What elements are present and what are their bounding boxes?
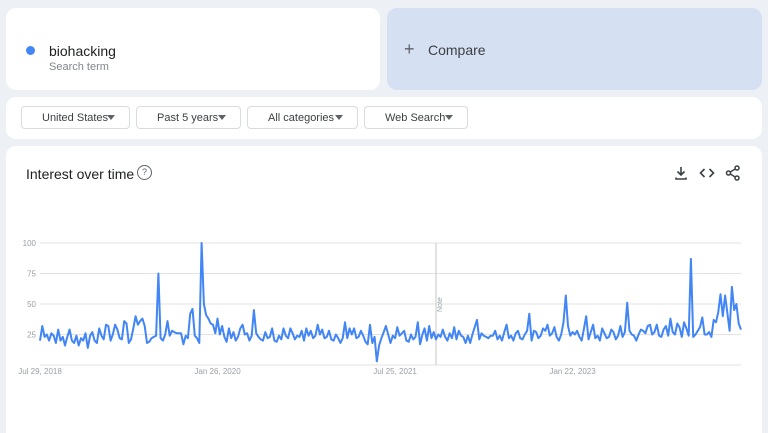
x-tick-label: Jul 25, 2021 <box>373 367 417 376</box>
search-term-card[interactable]: biohacking Search term <box>6 8 380 90</box>
series-color-dot <box>26 46 35 55</box>
caret-down-icon <box>107 115 115 120</box>
search-type-filter[interactable]: Web Search <box>364 106 468 129</box>
y-tick-label: 50 <box>27 300 36 309</box>
caret-down-icon <box>445 115 453 120</box>
plus-icon: + <box>404 39 415 59</box>
search-term-subtitle: Search term <box>49 61 109 73</box>
region-filter-label: United States <box>42 111 109 124</box>
compare-button[interactable]: + Compare <box>387 8 762 90</box>
chart-series <box>39 242 742 363</box>
share-icon[interactable] <box>724 164 742 182</box>
y-tick-label: 100 <box>23 239 37 248</box>
y-tick-label: 75 <box>27 270 36 279</box>
caret-down-icon <box>335 115 343 120</box>
help-circle-icon[interactable]: ? <box>137 165 152 180</box>
note-label: Note <box>437 297 444 312</box>
category-filter-label: All categories <box>268 111 335 124</box>
time-range-filter[interactable]: Past 5 years <box>136 106 241 129</box>
chart-labels: 25 50 75 100 Jul 29, 2018 Jan 26, 2020 Jul 25,… <box>18 239 596 376</box>
compare-label: Compare <box>428 42 486 58</box>
chart-grid <box>40 242 741 366</box>
interest-over-time-card: Interest over time ? <box>6 146 762 433</box>
time-range-filter-label: Past 5 years <box>157 111 219 124</box>
y-tick-label: 25 <box>27 331 36 340</box>
category-filter[interactable]: All categories <box>247 106 358 129</box>
search-type-filter-label: Web Search <box>385 111 446 124</box>
region-filter[interactable]: United States <box>21 106 130 129</box>
download-icon[interactable] <box>672 164 690 182</box>
x-tick-label: Jan 26, 2020 <box>194 367 241 376</box>
x-tick-label: Jan 22, 2023 <box>549 367 596 376</box>
embed-icon[interactable] <box>698 164 716 182</box>
chart-annotation: Note <box>435 243 444 365</box>
section-title: Interest over time <box>26 166 135 182</box>
series-line-biohacking <box>39 242 742 363</box>
x-tick-label: Jul 29, 2018 <box>18 367 62 376</box>
filter-bar: United States Past 5 years All categorie… <box>6 97 762 139</box>
caret-down-icon <box>218 115 226 120</box>
search-term-name[interactable]: biohacking <box>49 43 116 59</box>
